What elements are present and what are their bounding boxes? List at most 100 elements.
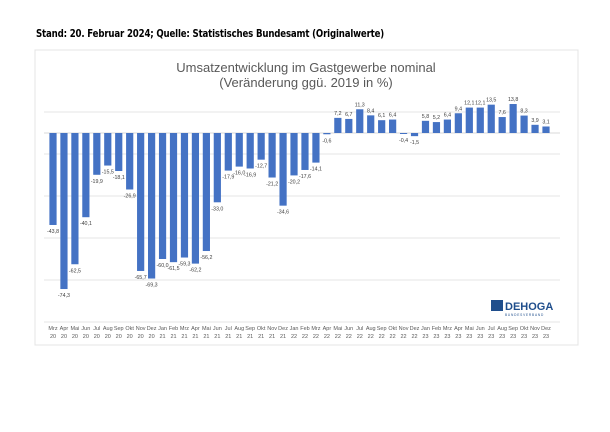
bar [323, 133, 331, 135]
data-label: -17,6 [299, 174, 311, 180]
data-label: -43,8 [47, 229, 59, 235]
x-tick-year: 20 [83, 334, 89, 340]
x-tick-month: Sep [377, 326, 387, 332]
x-tick-year: 20 [127, 334, 133, 340]
x-tick-month: Jul [225, 326, 232, 332]
dehoga-logo: DEHOGA BUNDESVERBAND [491, 300, 553, 317]
data-label: 9,4 [455, 106, 462, 112]
x-tick-year: 21 [225, 334, 231, 340]
data-label: -0,4 [399, 138, 408, 144]
bar [356, 109, 364, 133]
x-tick-month: Mai [70, 326, 79, 332]
x-tick-year: 20 [72, 334, 78, 340]
bar [169, 133, 178, 263]
x-tick-year: 20 [149, 334, 155, 340]
x-tick-year: 23 [521, 334, 527, 340]
chart-title: Umsatzentwicklung im Gastgewerbe nominal [176, 60, 435, 75]
data-label: 3,9 [531, 118, 538, 124]
data-label: -20,2 [288, 179, 300, 185]
bar [476, 107, 484, 133]
data-label: 5,8 [422, 114, 429, 120]
x-tick-year: 22 [335, 334, 341, 340]
x-tick-year: 20 [105, 334, 111, 340]
x-tick-year: 20 [138, 334, 144, 340]
x-tick-month: Aug [103, 326, 113, 332]
x-tick-year: 22 [401, 334, 407, 340]
x-tick-month: Nov [267, 326, 277, 332]
x-tick-year: 22 [411, 334, 417, 340]
data-label: -16,9 [244, 172, 256, 178]
data-label: -14,1 [310, 167, 322, 173]
x-tick-month: Mai [202, 326, 211, 332]
x-tick-month: Jun [344, 326, 353, 332]
x-tick-month: Dez [278, 326, 288, 332]
data-label: -12,7 [255, 164, 267, 170]
data-label: -61,5 [167, 266, 179, 272]
bar [257, 133, 265, 160]
x-tick-year: 21 [258, 334, 264, 340]
data-label: -19,9 [91, 179, 103, 185]
bar [454, 113, 462, 133]
bar [367, 115, 375, 133]
x-tick-year: 20 [50, 334, 56, 340]
bar [509, 104, 517, 133]
x-tick-month: Dez [410, 326, 420, 332]
bar [487, 104, 495, 133]
x-tick-month: Apr [60, 326, 69, 332]
x-tick-year: 23 [532, 334, 538, 340]
bar [115, 133, 123, 172]
x-tick-month: Jan [421, 326, 430, 332]
data-label: 5,2 [433, 115, 440, 121]
bar [531, 124, 539, 133]
x-tick-month: Sep [508, 326, 518, 332]
x-tick-year: 23 [422, 334, 428, 340]
data-label: -60,0 [157, 263, 169, 269]
data-label: -40,1 [80, 221, 92, 227]
x-tick-month: Apr [454, 326, 463, 332]
x-tick-year: 23 [543, 334, 549, 340]
x-tick-month: Mrz [180, 326, 189, 332]
x-tick-year: 20 [116, 334, 122, 340]
bar [334, 117, 342, 133]
x-tick-month: Okt [388, 326, 397, 332]
data-label: -65,7 [135, 275, 147, 281]
data-label: -34,6 [277, 210, 289, 216]
x-tick-year: 20 [61, 334, 67, 340]
x-tick-month: Aug [497, 326, 507, 332]
bar [312, 133, 320, 163]
chart-frame [34, 49, 579, 346]
data-label: 7,6 [498, 110, 505, 116]
x-tick-year: 21 [159, 334, 165, 340]
x-tick-year: 22 [379, 334, 385, 340]
bar [290, 133, 298, 176]
bar [246, 133, 254, 169]
bar [389, 119, 397, 133]
data-label: 3,1 [542, 119, 549, 125]
bar [202, 133, 210, 252]
x-tick-year: 23 [433, 334, 439, 340]
x-tick-year: 22 [313, 334, 319, 340]
x-tick-month: Sep [245, 326, 255, 332]
data-label: -18,1 [113, 175, 125, 181]
bar [301, 133, 309, 170]
bar [158, 133, 167, 259]
x-tick-year: 21 [247, 334, 253, 340]
data-label: -69,3 [146, 283, 158, 289]
bar [520, 115, 528, 133]
bars [49, 104, 550, 290]
data-label: -62,2 [189, 268, 201, 274]
data-label: 12,1 [464, 101, 474, 107]
data-label: -16,0 [233, 171, 245, 177]
data-label: -62,5 [69, 268, 81, 274]
bar [93, 133, 101, 175]
x-tick-year: 20 [94, 334, 100, 340]
bar [224, 133, 232, 171]
x-tick-year: 21 [214, 334, 220, 340]
x-tick-year: 22 [368, 334, 374, 340]
x-tick-month: Apr [323, 326, 332, 332]
data-label: 13,8 [508, 97, 518, 103]
bar [49, 133, 57, 225]
x-tick-month: Jan [290, 326, 299, 332]
bar [137, 133, 145, 271]
